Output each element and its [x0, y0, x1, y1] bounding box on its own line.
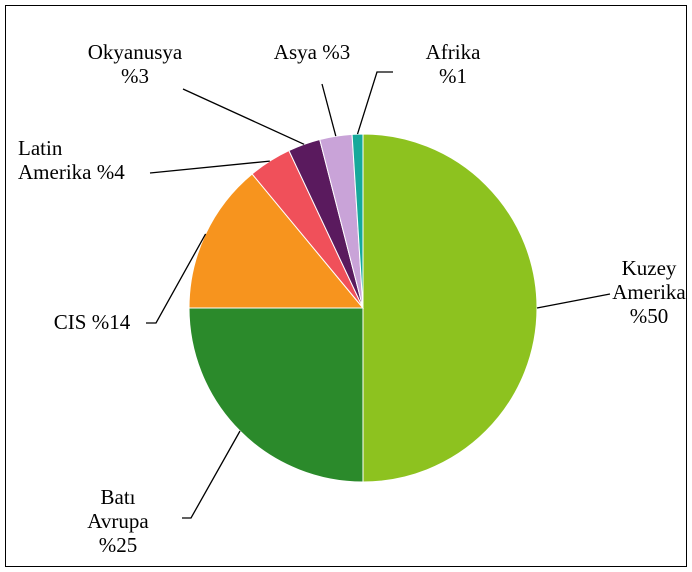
- category-label: Kuzey Amerika: [612, 256, 686, 304]
- data-label-afrika: Afrika %1: [418, 40, 488, 88]
- value-label: %3: [322, 40, 351, 64]
- data-label-cis: CIS %14: [42, 310, 142, 334]
- data-label-asya: Asya %3: [262, 40, 362, 64]
- category-label: Okyanusya: [87, 40, 183, 64]
- value-label: %50: [629, 304, 669, 328]
- pie-slice-kuzey-amerika: [362, 133, 538, 483]
- value-label: %25: [98, 533, 138, 557]
- category-label: Asya: [273, 40, 317, 64]
- leader-line-latin-amerika: [149, 160, 270, 174]
- data-label-kuzey-amerika: Kuzey Amerika %50: [608, 256, 690, 328]
- chart-border: [5, 5, 687, 567]
- leader-line-asya: [321, 83, 337, 137]
- category-label: Latin Amerika: [18, 136, 92, 184]
- leader-line-afrika: [356, 71, 393, 135]
- category-label: Batı Avrupa: [87, 485, 149, 533]
- value-label: %3: [121, 64, 149, 88]
- data-label-okyanusya: Okyanusya %3: [80, 40, 190, 88]
- leader-line-kuzey-amerika: [536, 293, 611, 309]
- value-label: %14: [91, 310, 131, 334]
- leader-line-okyanusya: [182, 88, 305, 145]
- data-label-latin-amerika: Latin Amerika %4: [18, 136, 133, 184]
- pie-slice-bati-avrupa: [188, 307, 364, 483]
- value-label: %1: [439, 64, 467, 88]
- leader-line-bati-avrupa: [182, 430, 241, 519]
- category-label: CIS: [53, 310, 87, 334]
- pie-slices: [188, 133, 538, 483]
- leader-lines: [146, 71, 611, 519]
- leader-line-cis: [146, 233, 207, 324]
- value-label: %4: [96, 160, 125, 184]
- data-label-bati-avrupa: Batı Avrupa %25: [78, 485, 158, 557]
- category-label: Afrika: [425, 40, 481, 64]
